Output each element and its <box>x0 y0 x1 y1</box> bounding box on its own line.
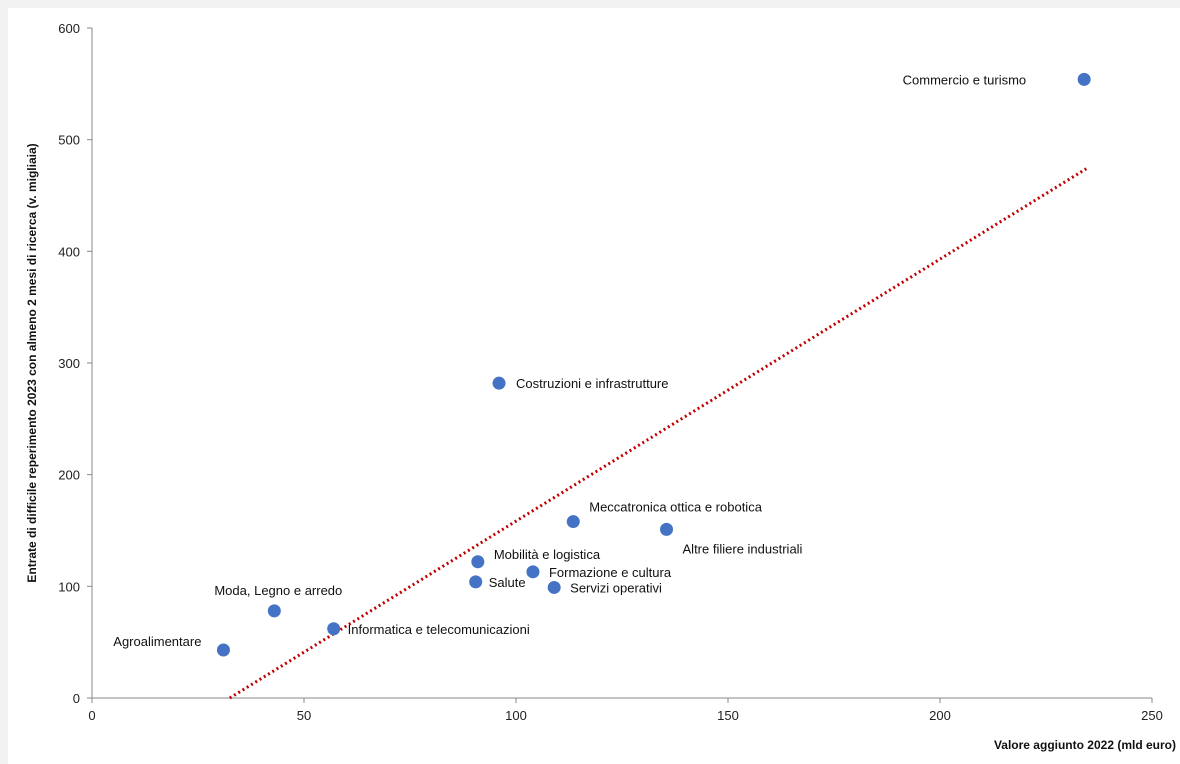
x-axis-title: Valore aggiunto 2022 (mld euro) <box>994 738 1176 752</box>
points-layer <box>216 72 1091 657</box>
x-tick-label: 50 <box>297 708 311 723</box>
point-label: Moda, Legno e arredo <box>214 583 342 598</box>
data-point <box>327 622 341 636</box>
data-point <box>492 376 506 390</box>
y-tick-label: 500 <box>58 133 80 148</box>
y-tick-label: 300 <box>58 356 80 371</box>
point-label: Informatica e telecomunicazioni <box>348 622 530 637</box>
data-point <box>267 604 281 618</box>
data-point <box>471 555 485 569</box>
x-tick-label: 250 <box>1141 708 1163 723</box>
scatter-chart: 0 50 100 150 200 250 0 100 200 300 400 500 600 Agroa… <box>25 21 1176 752</box>
point-label: Servizi operativi <box>570 580 662 595</box>
point-label: Commercio e turismo <box>903 72 1027 87</box>
trendline <box>229 167 1088 700</box>
trendline-layer <box>229 167 1088 700</box>
labels-layer: Agroalimentare Moda, Legno e arredo Inform… <box>113 72 1026 649</box>
point-label: Costruzioni e infrastrutture <box>516 376 668 391</box>
x-tick-label: 100 <box>505 708 527 723</box>
y-axis-title: Entrate di difficile reperimento 2023 co… <box>25 143 39 582</box>
point-label: Meccatronica ottica e robotica <box>589 500 762 515</box>
point-label: Altre filiere industriali <box>683 541 803 556</box>
x-tick-label: 200 <box>929 708 951 723</box>
data-point <box>469 575 483 589</box>
data-point <box>216 643 230 657</box>
x-tick-label: 0 <box>88 708 95 723</box>
data-point <box>1077 72 1091 86</box>
chart-frame: 0 50 100 150 200 250 0 100 200 300 400 500 600 Agroa… <box>8 8 1180 764</box>
y-tick-label: 400 <box>58 244 80 259</box>
y-tick-label: 100 <box>58 579 80 594</box>
point-label: Mobilità e logistica <box>494 547 601 562</box>
ticks: 0 50 100 150 200 250 0 100 200 300 400 500 600 <box>58 21 1163 723</box>
point-label: Formazione e cultura <box>549 565 672 580</box>
point-label: Agroalimentare <box>113 634 201 649</box>
data-point <box>526 565 540 579</box>
y-tick-label: 200 <box>58 468 80 483</box>
y-tick-label: 600 <box>58 21 80 36</box>
data-point <box>566 515 580 529</box>
point-label: Salute <box>489 575 526 590</box>
data-point <box>660 522 674 536</box>
data-point <box>547 580 561 594</box>
y-tick-label: 0 <box>73 691 80 706</box>
x-tick-label: 150 <box>717 708 739 723</box>
